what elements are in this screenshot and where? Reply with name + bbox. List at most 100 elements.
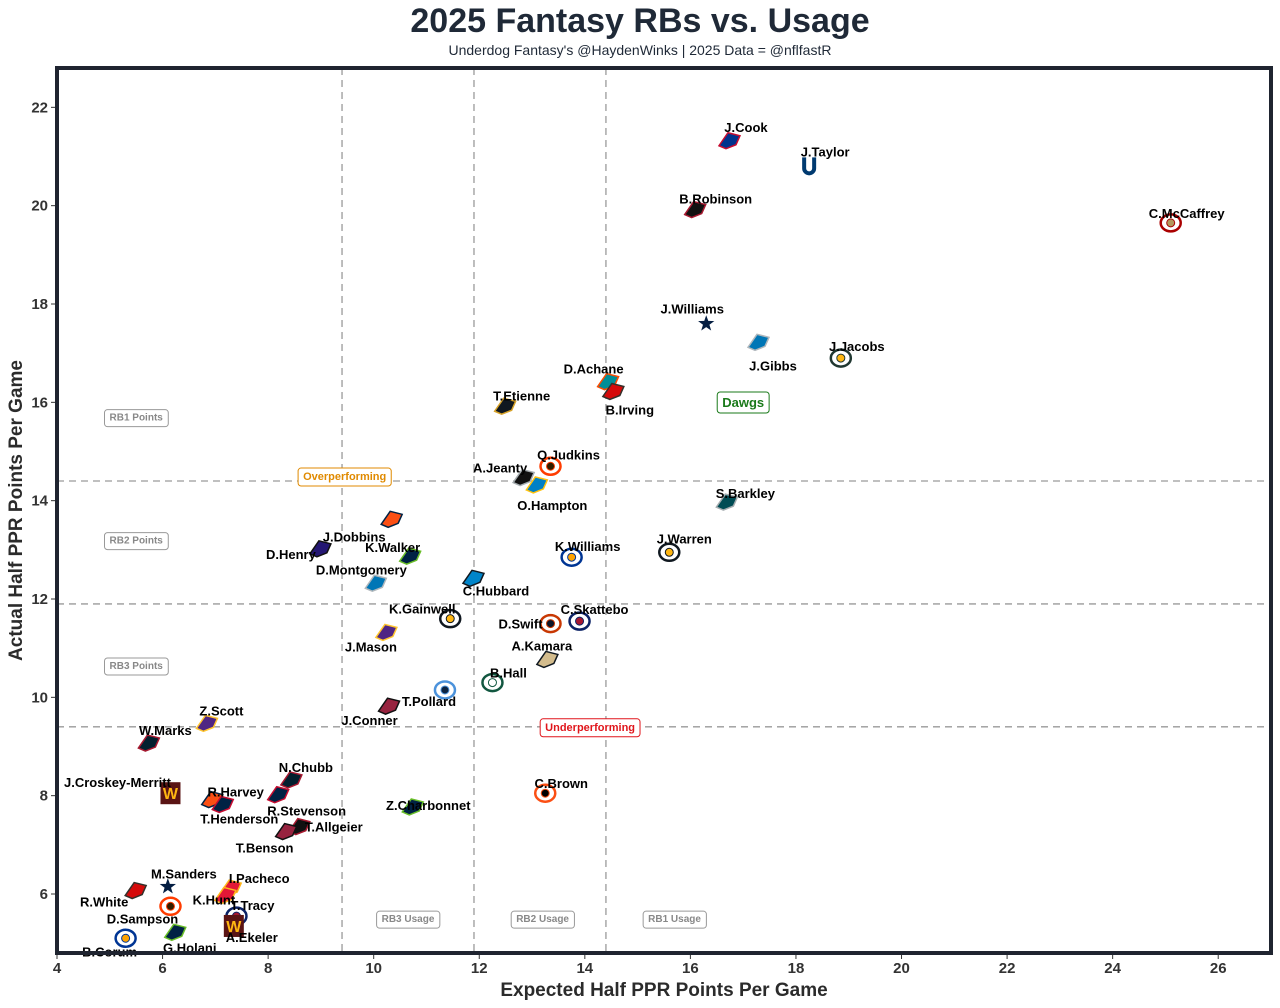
annotation-box: Underperforming (539, 718, 641, 738)
data-point (279, 771, 303, 789)
x-tick-label: 18 (788, 960, 805, 977)
annotation-border (297, 467, 392, 487)
team-logo-accent (836, 353, 846, 363)
point-label: D.Swift (498, 617, 543, 632)
data-point (377, 697, 401, 715)
reference-lines (57, 68, 1271, 953)
annotation-border (716, 391, 770, 414)
team-logo-accent (575, 616, 585, 626)
data-point (124, 881, 148, 900)
x-tick-label: 10 (365, 960, 382, 977)
team-logo-marker (398, 547, 422, 566)
point-label: T.Henderson (200, 812, 278, 827)
y-tick-label: 6 (40, 886, 48, 903)
data-point: W (160, 782, 181, 805)
annotation-border (376, 910, 441, 929)
annotation-box: RB3 Points (104, 657, 169, 676)
data-point (374, 623, 398, 642)
y-tick-label: 22 (31, 99, 48, 116)
annotation-label: RB2 Points (110, 536, 164, 547)
data-point (433, 680, 457, 700)
point-label: K.Hunt (193, 892, 236, 907)
data-point (156, 875, 179, 896)
x-tick-label: 16 (682, 960, 699, 977)
point-label: D.Achane (564, 362, 624, 377)
x-tick-label: 4 (53, 960, 62, 977)
data-point (137, 734, 161, 752)
x-axis-title: Expected Half PPR Points Per Game (500, 980, 827, 1001)
team-logo-marker (156, 875, 179, 896)
point-label: J.Gibbs (749, 358, 797, 373)
data-point (274, 822, 298, 841)
data-point (493, 397, 517, 416)
data-point (539, 456, 562, 476)
point-label: B.Hall (490, 666, 527, 681)
x-tick-label: 6 (158, 960, 166, 977)
point-label: T.Tracy (230, 898, 275, 913)
data-point (114, 928, 137, 948)
team-logo-glyph: W (226, 919, 242, 936)
data-point (717, 131, 742, 150)
point-label: C.Hubbard (463, 583, 530, 598)
team-logo-accent (540, 788, 550, 798)
team-logo-marker (163, 923, 187, 942)
annotation-border (539, 718, 641, 738)
point-label: K.Gainwell (389, 602, 455, 617)
point-label: C.Brown (535, 776, 589, 791)
data-point (1159, 213, 1182, 233)
data-point: W (223, 914, 244, 937)
team-logo-accent (487, 678, 497, 688)
point-label: O.Hampton (517, 498, 587, 513)
point-label: C.McCaffrey (1149, 206, 1226, 221)
team-logo-marker (511, 468, 536, 487)
chart-subtitle: Underdog Fantasy's @HaydenWinks | 2025 D… (448, 42, 832, 58)
team-logo-accent (165, 901, 175, 911)
team-logo-accent (664, 547, 674, 557)
team-logo-marker (266, 785, 290, 804)
point-label: I.Pacheco (229, 871, 290, 886)
data-point (266, 785, 290, 804)
point-label: D.Montgomery (316, 562, 408, 577)
point-label: M.Sanders (151, 867, 217, 882)
team-logo-accent (121, 933, 131, 943)
data-point (481, 672, 504, 693)
annotation-label: RB3 Points (110, 661, 164, 672)
point-label: A.Kamara (512, 638, 573, 653)
data-point (525, 476, 549, 494)
annotation-box: RB1 Usage (642, 910, 707, 929)
point-label: T.Etienne (493, 388, 550, 403)
point-label: J.Jacobs (829, 339, 885, 354)
data-point (568, 611, 591, 631)
data-point (746, 333, 771, 352)
data-point (511, 468, 536, 487)
annotation-box: Overperforming (297, 467, 392, 487)
team-logo-marker (377, 697, 401, 715)
point-label: W.Marks (139, 723, 192, 738)
point-label: A.Ekeler (226, 930, 278, 945)
x-tick-label: 26 (1210, 960, 1227, 977)
point-label: Z.Scott (199, 703, 244, 718)
point-label: J.Williams (660, 302, 723, 317)
point-label: B.Robinson (679, 192, 752, 207)
y-tick-label: 10 (31, 689, 48, 706)
data-point (683, 200, 707, 219)
point-label: T.Benson (236, 841, 294, 856)
point-label: D.Henry (266, 547, 317, 562)
team-logo-marker (493, 397, 517, 416)
team-logo-marker (213, 886, 237, 905)
data-point (380, 510, 404, 529)
team-logo-marker (535, 650, 559, 669)
point-label: J.Taylor (801, 144, 850, 159)
team-logo-marker (380, 510, 404, 529)
point-label: T.Pollard (402, 694, 456, 709)
data-point (533, 783, 557, 803)
team-logo-accent (546, 619, 556, 629)
annotation-label: Dawgs (722, 395, 764, 410)
data-point (211, 795, 235, 814)
data-point (535, 650, 559, 669)
point-label: Q.Judkins (537, 447, 600, 462)
point-label: C.Skattebo (561, 602, 629, 617)
team-logo-marker (274, 822, 298, 841)
team-logo-marker (715, 493, 739, 511)
point-label: B.Irving (606, 403, 654, 418)
